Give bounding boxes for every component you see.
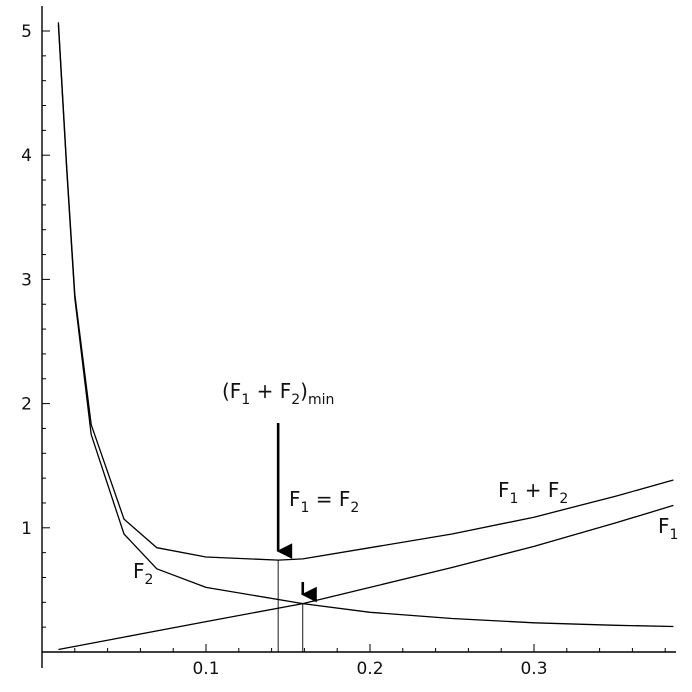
y-tick-label: 4 [21,146,32,166]
f1-plus-f2-curve [57,22,674,561]
y-tick-label: 3 [21,270,32,290]
y-tick-label: 1 [21,519,32,539]
f2-label: F2 [133,559,153,588]
f1-curve [58,504,674,651]
y-tick-label: 2 [21,395,32,415]
f2-curve [57,24,674,628]
y-tick-label: 5 [21,22,32,42]
x-tick-label: 0.1 [192,659,219,679]
annot-f1-eq-f2: F1 = F2 [289,487,359,516]
f1-plus-f2-label: F1 + F2 [498,478,568,507]
f1-label: F1 [658,514,678,543]
x-tick-label: 0.3 [520,659,547,679]
x-tick-label: 0.2 [356,659,383,679]
annot-sum-min: (F1 + F2)min [222,379,334,408]
